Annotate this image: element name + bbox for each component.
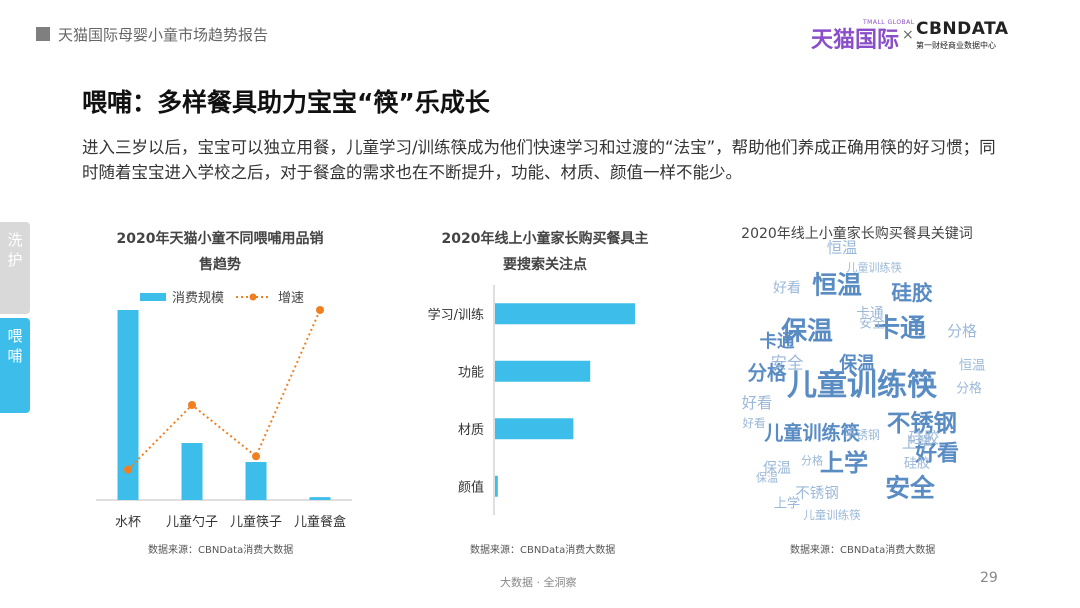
report-title: 天猫国际母婴小童市场趋势报告 — [58, 26, 269, 44]
chart1-growth-point-0 — [124, 465, 132, 474]
chart1-x-tick-1: 儿童勺子 — [166, 514, 218, 530]
wordcloud-word-30: 儿童训练筷 — [846, 261, 901, 275]
footer-slogan: 大数据 · 全洞察 — [500, 576, 577, 589]
wordcloud-word-23: 硅胶 — [904, 454, 930, 471]
chart1-bar-0 — [117, 310, 139, 500]
wordcloud-word-13: 安全 — [771, 353, 804, 372]
chart2-y-tick-2: 材质 — [458, 423, 484, 438]
chart1-title-line2: 售趋势 — [199, 257, 241, 273]
chart1-x-tick-2: 儿童筷子 — [230, 514, 282, 530]
wordcloud-word-26: 安全 — [859, 315, 885, 331]
wordcloud-word-11: 卡通 — [760, 331, 795, 352]
cbndata-logo: CBNDATA — [916, 19, 1009, 39]
wordcloud-word-2: 保温 — [780, 317, 833, 347]
chart1-bar-2 — [245, 462, 267, 500]
chart3-title: 2020年线上小童家长购买餐具关键词 — [741, 226, 973, 242]
wordcloud-word-32: 好看 — [743, 416, 766, 430]
side-tab-washing-label: 洗护 — [7, 231, 23, 269]
chart1-x-tick-0: 水杯 — [115, 515, 141, 530]
chart1-source: 数据来源：CBNData消费大数据 — [148, 545, 294, 556]
chart1-title-line1: 2020年天猫小童不同喂哺用品销 — [116, 231, 324, 247]
wordcloud-word-24: 恒温 — [959, 357, 985, 373]
wordcloud-word-20: 好看 — [773, 281, 801, 297]
chart1-title: 2020年天猫小童不同喂哺用品销 售趋势 — [95, 226, 345, 278]
wordcloud-word-12: 保温 — [838, 352, 875, 374]
header-square-icon — [36, 27, 50, 41]
wordcloud-word-9: 分格 — [747, 362, 787, 385]
chart2-bar-0 — [495, 303, 635, 325]
page-number: 29 — [980, 570, 998, 586]
wordcloud-word-25: 上学 — [774, 495, 800, 511]
chart1-bar-1 — [181, 443, 203, 500]
wordcloud-word-18: 分格 — [947, 322, 977, 340]
chart1-growth-line — [127, 309, 321, 471]
wordcloud-word-0: 儿童训练筷 — [787, 368, 938, 403]
chart2-title: 2020年线上小童家长购买餐具主 要搜索关注点 — [415, 226, 675, 278]
wordcloud-word-4: 上学 — [820, 449, 868, 477]
side-tab-feeding-label: 喂哺 — [7, 327, 23, 365]
chart2-title-line1: 2020年线上小童家长购买餐具主 — [441, 231, 649, 247]
wordcloud-word-5: 安全 — [885, 473, 936, 502]
wordcloud-word-6: 不锈钢 — [887, 410, 957, 437]
wordcloud-word-28: 不锈钢 — [844, 428, 880, 442]
logo-cross: × — [902, 27, 914, 43]
chart2-source: 数据来源：CBNData消费大数据 — [470, 545, 616, 556]
legend-label-consumption: 消费规模 — [172, 291, 224, 306]
chart2-bar-1 — [495, 360, 591, 382]
chart1-growth-point-1 — [188, 401, 196, 409]
wordcloud-word-21: 保温 — [763, 461, 791, 477]
page-title: 喂哺：多样餐具助力宝宝“筷”乐成长 — [82, 88, 490, 117]
side-tab-washing[interactable]: 洗护 — [0, 222, 30, 314]
wordcloud-word-3: 恒温 — [812, 270, 862, 299]
chart1-x-tick-3: 儿童餐盒 — [294, 514, 346, 530]
wordcloud-word-22: 卡通 — [856, 306, 884, 322]
wordcloud-word-33: 保温 — [756, 471, 778, 485]
tmall-global-logo-sub: TMALL GLOBAL — [863, 19, 915, 26]
wordcloud-word-8: 硅胶 — [891, 281, 933, 305]
wordcloud-word-27: 分格 — [956, 380, 982, 396]
chart2-y-tick-1: 功能 — [458, 365, 484, 380]
side-tab-feeding[interactable]: 喂哺 — [0, 318, 30, 413]
wordcloud-word-29: 儿童训练筷 — [803, 508, 861, 522]
wordcloud-word-19: 不锈钢 — [795, 485, 839, 502]
chart2-y-tick-3: 颜值 — [458, 479, 484, 495]
wordcloud-word-16: 好看 — [742, 394, 773, 412]
chart2-bar-2 — [495, 418, 574, 440]
wordcloud-word-10: 儿童训练筷 — [763, 421, 860, 444]
cbndata-logo-sub: 第一财经商业数据中心 — [916, 41, 996, 50]
wordcloud-word-17: 硅胶 — [909, 429, 940, 447]
wordcloud-word-15: 上学 — [902, 434, 933, 452]
intro-paragraph: 进入三岁以后，宝宝可以独立用餐，儿童学习/训练筷成为他们快速学习和过渡的“法宝”… — [82, 138, 996, 182]
chart1-growth-point-2 — [252, 452, 260, 461]
wordcloud-word-1: 卡通 — [874, 314, 926, 344]
tmall-global-logo: 天猫国际 — [811, 28, 900, 53]
legend-marker-growth — [249, 293, 257, 301]
chart1-growth-point-3 — [316, 306, 324, 314]
legend-swatch-consumption — [140, 293, 166, 301]
wordcloud-word-14: 恒温 — [827, 239, 858, 257]
chart2-y-tick-0: 学习/训练 — [428, 307, 484, 323]
chart2-title-line2: 要搜索关注点 — [503, 257, 587, 273]
wordcloud-word-31: 分格 — [801, 454, 823, 468]
chart1-bar-3 — [309, 497, 331, 500]
chart3-source: 数据来源：CBNData消费大数据 — [790, 545, 936, 556]
wordcloud-word-7: 好看 — [914, 440, 959, 466]
chart2-bar-3 — [495, 475, 498, 497]
legend-label-growth: 增速 — [278, 291, 304, 306]
